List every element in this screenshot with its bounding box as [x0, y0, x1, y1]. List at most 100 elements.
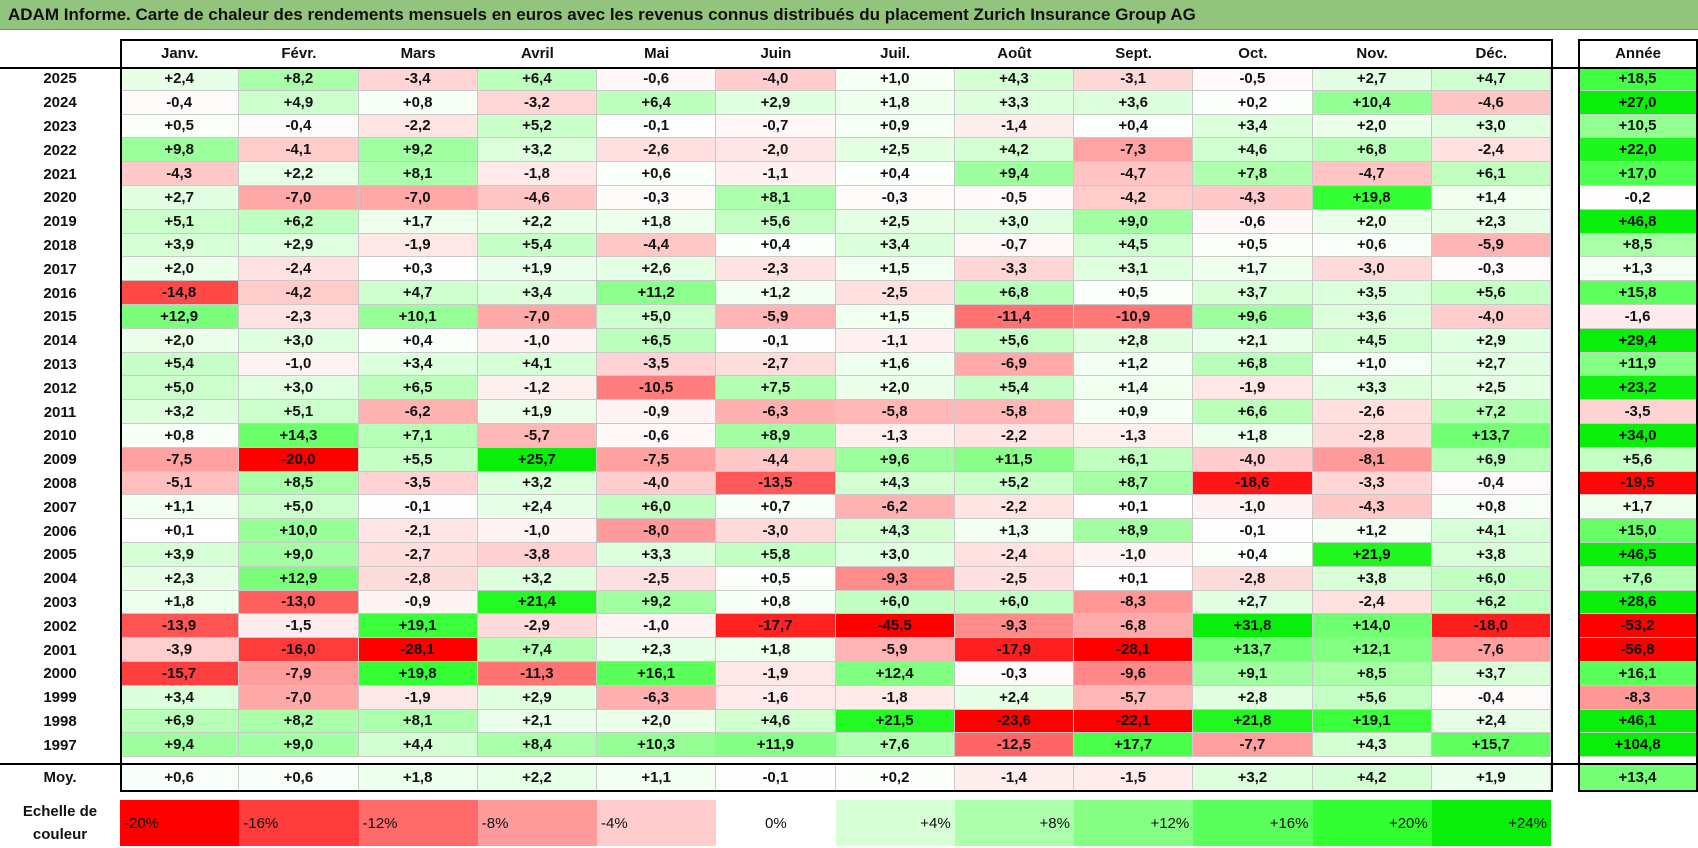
heatmap-cell: -1,1	[716, 162, 836, 186]
heatmap-cell: +1,5	[835, 257, 955, 282]
heatmap-cell: -13,0	[239, 590, 359, 615]
average-cell: +1,8	[358, 764, 478, 792]
heatmap-cell: -0,4	[1431, 471, 1551, 496]
color-scale-swatch: -20%	[120, 800, 240, 846]
heatmap-cell: +9,0	[239, 543, 359, 567]
heatmap-cell: -4,3	[120, 162, 240, 186]
column-header: Juil.	[880, 44, 911, 62]
heatmap-cell: -2,7	[716, 352, 836, 377]
heatmap-cell: +8,4	[477, 733, 597, 758]
heatmap-cell: +8,7	[1074, 471, 1194, 496]
heatmap-cell: -2,5	[835, 281, 955, 305]
heatmap-cell: +0,1	[1074, 566, 1194, 591]
heatmap-cell: -18,6	[1193, 471, 1313, 496]
heatmap-cell: -11,4	[954, 305, 1074, 329]
heatmap-cell: +0,3	[358, 257, 478, 282]
heatmap-cell: +3,8	[1312, 566, 1432, 591]
heatmap-cell: +2,5	[835, 209, 955, 234]
heatmap-cell: +8,1	[358, 709, 478, 734]
heatmap-cell: -1,0	[239, 352, 359, 377]
annual-cell: -3,5	[1578, 400, 1698, 424]
heatmap-cell: +6,1	[1431, 162, 1551, 186]
heatmap-cell: +21,9	[1312, 543, 1432, 567]
row-year-label: 2007	[43, 498, 77, 516]
heatmap-cell: -0,3	[835, 186, 955, 210]
heatmap-cell: +0,6	[597, 162, 717, 186]
heatmap-cell: +10,3	[597, 733, 717, 758]
heatmap-cell: +1,8	[597, 209, 717, 234]
heatmap-cell: +2,2	[239, 162, 359, 186]
heatmap-cell: +5,1	[120, 209, 240, 234]
heatmap-cell: -11,3	[477, 662, 597, 686]
heatmap-cell: -1,9	[358, 233, 478, 258]
heatmap-cell: -1,9	[1193, 376, 1313, 401]
heatmap-cell: -2,4	[239, 257, 359, 282]
heatmap-cell: +5,1	[239, 400, 359, 424]
heatmap-cell: +5,0	[120, 376, 240, 401]
heatmap-cell: -3,3	[1312, 471, 1432, 496]
row-year-label: 2004	[43, 570, 77, 588]
heatmap-cell: -7,5	[597, 447, 717, 472]
row-year-label: 2010	[43, 427, 77, 445]
heatmap-cell: -7,0	[239, 186, 359, 210]
heatmap-cell: +31,8	[1193, 614, 1313, 639]
heatmap-cell: +19,1	[358, 614, 478, 639]
average-annual-cell: +13,4	[1578, 764, 1698, 792]
heatmap-cell: +19,8	[358, 662, 478, 686]
chart-title: ADAM Informe. Carte de chaleur des rende…	[0, 0, 1698, 30]
annual-cell: +34,0	[1578, 424, 1698, 448]
heatmap-cell: +1,0	[835, 67, 955, 91]
color-scale-swatch: -4%	[597, 800, 717, 846]
heatmap-cell: +2,4	[1431, 709, 1551, 734]
heatmap-cell: -4,4	[716, 447, 836, 472]
heatmap-cell: +3,0	[239, 376, 359, 401]
heatmap-cell: -0,3	[954, 662, 1074, 686]
column-header: Mai	[644, 44, 670, 62]
heatmap-cell: +6,0	[835, 590, 955, 615]
heatmap-cell: -0,9	[597, 400, 717, 424]
average-cell: +1,1	[597, 764, 717, 792]
heatmap-cell: -1,3	[835, 424, 955, 448]
column-header: Avril	[520, 44, 554, 62]
heatmap-cell: -2,4	[1312, 590, 1432, 615]
heatmap-cell: +0,4	[1074, 114, 1194, 139]
heatmap-cell: -0,4	[1431, 685, 1551, 710]
heatmap-cell: -20,0	[239, 447, 359, 472]
heatmap-cell: +6,4	[477, 67, 597, 91]
heatmap-cell: +19,1	[1312, 709, 1432, 734]
heatmap-cell: -1,2	[477, 376, 597, 401]
heatmap-cell: -7,0	[477, 305, 597, 329]
heatmap-cell: -0,7	[954, 233, 1074, 258]
heatmap-cell: +1,8	[120, 590, 240, 615]
heatmap-cell: +7,4	[477, 638, 597, 662]
heatmap-cell: -4,6	[1431, 90, 1551, 115]
heatmap-cell: +4,2	[954, 138, 1074, 163]
heatmap-cell: +2,0	[120, 328, 240, 353]
heatmap-cell: +1,9	[477, 257, 597, 282]
heatmap-cell: +16,1	[597, 662, 717, 686]
heatmap-cell: -2,2	[954, 495, 1074, 520]
heatmap-cell: +2,0	[835, 376, 955, 401]
row-year-label: 2006	[43, 522, 77, 540]
heatmap-cell: +8,5	[239, 471, 359, 496]
heatmap-cell: +7,2	[1431, 400, 1551, 424]
heatmap-cell: +3,4	[358, 352, 478, 377]
heatmap-cell: -0,6	[597, 424, 717, 448]
heatmap-cell: +4,1	[477, 352, 597, 377]
heatmap-cell: +2,5	[835, 138, 955, 163]
annual-cell: +46,8	[1578, 209, 1698, 234]
heatmap-cell: +12,4	[835, 662, 955, 686]
heatmap-cell: +1,7	[358, 209, 478, 234]
heatmap-cell: +2,9	[477, 685, 597, 710]
heatmap-cell: -3,1	[1074, 67, 1194, 91]
heatmap-cell: -4,6	[477, 186, 597, 210]
heatmap-cell: -5,1	[120, 471, 240, 496]
heatmap-cell: -2,8	[358, 566, 478, 591]
heatmap-cell: +13,7	[1431, 424, 1551, 448]
heatmap-cell: -1,4	[954, 114, 1074, 139]
heatmap-cell: +11,9	[716, 733, 836, 758]
heatmap-cell: -6,3	[597, 685, 717, 710]
heatmap-cell: +5,2	[954, 471, 1074, 496]
annual-cell: +17,0	[1578, 162, 1698, 186]
heatmap-cell: -28,1	[1074, 638, 1194, 662]
